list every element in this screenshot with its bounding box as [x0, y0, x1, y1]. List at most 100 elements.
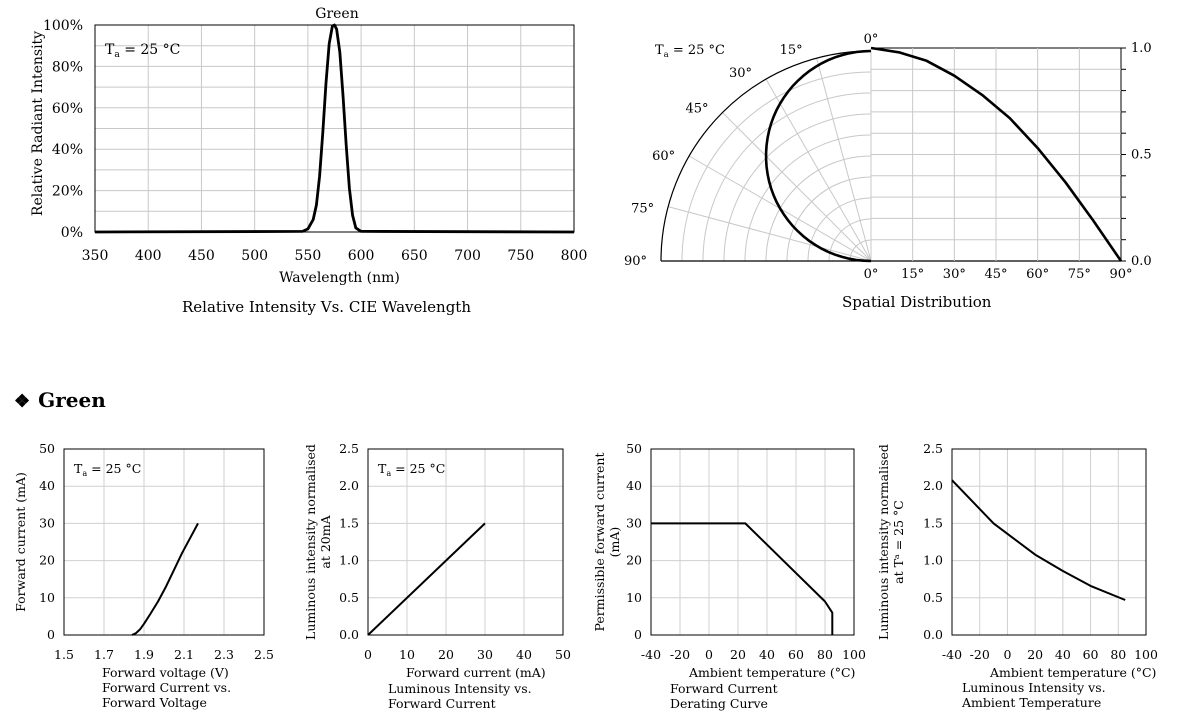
- spectrum-xtick-label: 500: [241, 248, 268, 264]
- temp-ytick-label: 0.5: [923, 590, 943, 605]
- derating-xtick-label: -40: [641, 647, 661, 662]
- spectrum-xtick-label: 550: [295, 248, 322, 264]
- cartesian-xtick-label: 60°: [1026, 267, 1049, 282]
- polar-angle-label: 45°: [685, 102, 708, 117]
- iv-caption: Forward Current vs. Forward Voltage: [102, 680, 231, 710]
- temp-xtick-label: -20: [970, 647, 990, 662]
- spectrum-xtick-label: 800: [561, 248, 588, 264]
- temp-xtick-label: -40: [942, 647, 962, 662]
- iv-ylabel: Forward current (mA): [13, 472, 28, 612]
- iv-chart: 1.5 1.7 1.9 2.1 2.3 2.5 0 10 20 30 40 50 Forward vol…: [13, 441, 274, 680]
- li-series-line: [367, 522, 486, 636]
- li-xtick-label: 30: [477, 647, 493, 662]
- spectrum-ytick-label: 40%: [52, 142, 83, 158]
- temp-caption-line: Ambient Temperature: [962, 695, 1102, 710]
- li-xtick-label: 20: [438, 647, 454, 662]
- iv-frame: [63, 448, 265, 636]
- polar-intensity-curve: [764, 49, 872, 263]
- temp-ylabel: at Tᵃ = 25 °C: [891, 500, 906, 584]
- li-ytick-label: 1.5: [339, 515, 359, 530]
- cartesian-xtick-label: 75°: [1068, 267, 1091, 282]
- spectrum-xtick-label: 450: [188, 248, 215, 264]
- iv-xtick-label: 2.1: [174, 647, 194, 662]
- polar-angle-label: 90°: [624, 254, 647, 269]
- derating-ytick-label: 20: [626, 553, 642, 568]
- temp-ytick-label: 1.5: [923, 515, 943, 530]
- spectrum-xtick-label: 700: [454, 248, 481, 264]
- spectrum-xtick-label: 400: [135, 248, 162, 264]
- temp-xtick-label: 100: [1134, 647, 1158, 662]
- derating-xtick-label: 80: [817, 647, 833, 662]
- li-xtick-label: 40: [516, 647, 532, 662]
- li-ytick-label: 0.5: [339, 590, 359, 605]
- li-xtick-label: 50: [555, 647, 571, 662]
- derating-ylabel: Permissible forward current: [592, 453, 607, 632]
- spectrum-xtick-label: 600: [348, 248, 375, 264]
- temp-caption: Luminous Intensity vs. Ambient Temperatu…: [962, 680, 1106, 710]
- polar-angle-label: 60°: [652, 149, 675, 164]
- temp-ytick-label: 0.0: [923, 627, 943, 642]
- iv-xlabel: Forward voltage (V): [102, 665, 229, 680]
- derating-ylabel: (mA): [607, 527, 622, 558]
- spectrum-title: Green: [315, 6, 358, 22]
- temp-ylabel: Luminous intensity normalised: [876, 444, 891, 640]
- iv-xtick-label: 1.5: [54, 647, 74, 662]
- temp-series-line: [951, 479, 1126, 601]
- spectrum-ylabel: Relative Radiant Intensity: [30, 31, 46, 216]
- spectrum-ytick-label: 0%: [61, 225, 83, 241]
- li-ytick-label: 1.0: [339, 553, 359, 568]
- derating-caption-line: Derating Curve: [670, 696, 768, 711]
- spectrum-chart: 350 400 450 500 550 600 650 700 750 800 0% 20% 40% 60…: [30, 6, 587, 286]
- polar-angle-label: 0°: [864, 32, 879, 47]
- spectrum-ytick-label: 80%: [52, 59, 83, 75]
- derating-caption: Forward Current Derating Curve: [670, 681, 778, 711]
- spatial-chart: 0° 15° 30° 45° 60° 75° 90°0.00.51.00°15°30°45°…: [624, 32, 1152, 282]
- li-xlabel: Forward current (mA): [406, 665, 546, 680]
- iv-ytick-label: 50: [39, 441, 55, 456]
- section-heading: ❖ Green: [14, 388, 106, 412]
- cartesian-xtick-label: 30°: [943, 267, 966, 282]
- derating-xtick-label: 40: [759, 647, 775, 662]
- temp-frame: [951, 448, 1147, 636]
- cartesian-xtick-label: 90°: [1109, 267, 1132, 282]
- derating-xtick-label: 100: [842, 647, 866, 662]
- li-ytick-label: 0.0: [339, 627, 359, 642]
- spectrum-ambient-label: Ta = 25 °C: [105, 42, 180, 60]
- li-xtick-label: 0: [364, 647, 372, 662]
- derating-ytick-label: 30: [626, 515, 642, 530]
- li-ytick-label: 2.0: [339, 478, 359, 493]
- temp-xtick-label: 20: [1027, 647, 1043, 662]
- derating-frame: [650, 448, 855, 636]
- derating-ytick-label: 0: [634, 627, 642, 642]
- iv-series-line: [131, 522, 199, 636]
- li-xtick-label: 10: [399, 647, 415, 662]
- iv-xtick-label: 1.7: [94, 647, 114, 662]
- temp-ytick-label: 1.0: [923, 553, 943, 568]
- cartesian-ytick-label: 1.0: [1131, 41, 1152, 56]
- iv-ytick-label: 0: [47, 627, 55, 642]
- polar-radial-line: [722, 112, 872, 262]
- iv-ytick-label: 30: [39, 515, 55, 530]
- derating-ytick-label: 50: [626, 441, 642, 456]
- cartesian-ytick-label: 0.0: [1131, 254, 1152, 269]
- derating-xtick-label: 0: [705, 647, 713, 662]
- li-chart: 0 10 20 30 40 50 0.0 0.5 1.0 1.5 2.0 2.5 Forward cur…: [303, 441, 571, 680]
- iv-ytick-label: 40: [39, 478, 55, 493]
- derating-xlabel: Ambient temperature (°C): [688, 665, 855, 680]
- iv-ytick-label: 20: [39, 553, 55, 568]
- li-ytick-label: 2.5: [339, 441, 359, 456]
- li-ylabel: Luminous intensity normalised: [303, 444, 318, 640]
- li-caption-line: Forward Current: [388, 696, 496, 711]
- polar-outer-arc: [660, 50, 872, 262]
- iv-caption-line: Forward Current vs.: [102, 680, 232, 695]
- li-caption: Luminous Intensity vs. Forward Current: [388, 681, 532, 711]
- cartesian-xtick-label: 0°: [864, 267, 879, 282]
- polar-ambient-label: Ta = 25 °C: [655, 43, 725, 59]
- section-title: Green: [38, 388, 106, 412]
- temp-ytick-label: 2.0: [923, 478, 943, 493]
- iv-xtick-label: 2.3: [214, 647, 234, 662]
- spectrum-xlabel: Wavelength (nm): [279, 270, 400, 286]
- spectrum-caption: Relative Intensity Vs. CIE Wavelength: [182, 298, 471, 316]
- iv-xtick-label: 1.9: [134, 647, 154, 662]
